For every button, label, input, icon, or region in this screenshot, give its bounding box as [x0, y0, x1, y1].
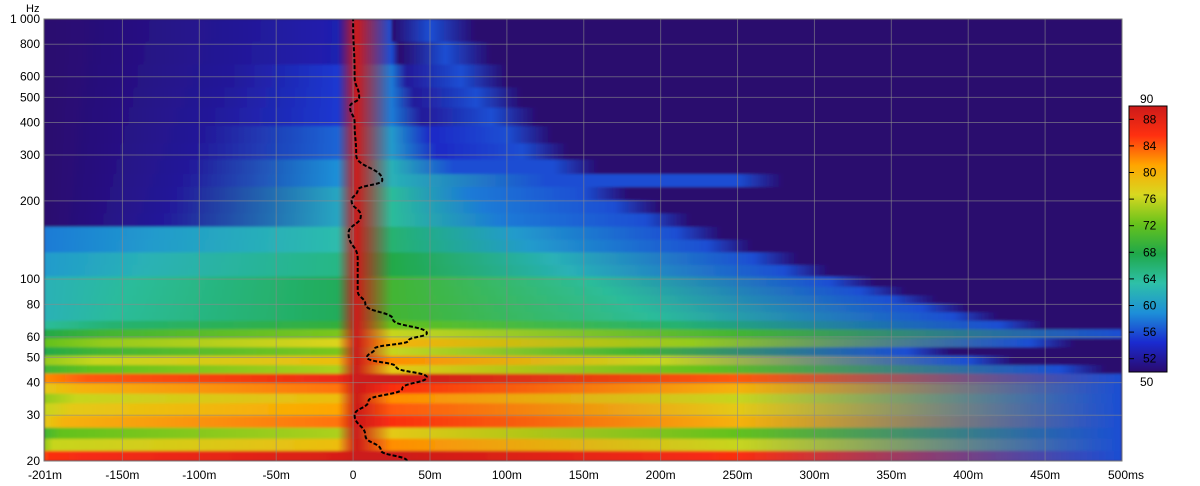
y-tick-label: 50 [27, 350, 41, 364]
y-tick-label: 30 [27, 408, 41, 422]
heatmap-band [44, 199, 1122, 214]
x-tick-label: 300m [799, 468, 829, 482]
colorbar-max-label: 90 [1140, 92, 1154, 106]
heatmap-band [44, 450, 1122, 461]
x-tick-label: 400m [953, 468, 983, 482]
heatmap-band [44, 393, 1122, 404]
x-tick-label: 50m [418, 468, 441, 482]
heatmap-band [44, 320, 1122, 330]
x-tick-label: -50m [263, 468, 290, 482]
plot-frame [43, 18, 1123, 462]
colorbar-tick-label: 76 [1143, 192, 1157, 206]
colorbar-tick-label: 72 [1143, 219, 1157, 233]
x-tick-label: 150m [569, 468, 599, 482]
x-tick-label: 100m [492, 468, 522, 482]
heatmap-band [44, 346, 1122, 356]
heatmap-band [44, 264, 1122, 277]
x-tick-label: 0 [350, 468, 357, 482]
x-tick-label: -150m [105, 468, 139, 482]
colorbar-tick-label: 68 [1143, 245, 1157, 259]
colorbar-tick-label: 52 [1143, 352, 1157, 366]
heatmap-band [44, 427, 1122, 439]
colorbar-tick-label: 80 [1143, 166, 1157, 180]
heatmap-band [44, 64, 1122, 88]
grid [44, 19, 1122, 461]
y-tick-label: 100 [20, 272, 40, 286]
heatmap-band [44, 382, 1122, 394]
y-tick-label: 60 [27, 330, 41, 344]
y-tick-label: 40 [27, 376, 41, 390]
y-tick-label: 200 [20, 194, 40, 208]
heatmap-band [44, 294, 1122, 304]
heatmap-band [44, 212, 1122, 227]
heatmap-band [44, 125, 1122, 144]
heatmap-layer [44, 19, 1122, 461]
colorbar-tick-label: 60 [1143, 299, 1157, 313]
colorbar-ticks: 52 56 60 64 68 72 76 80 84 88 [1129, 112, 1157, 366]
heatmap-band [44, 239, 1122, 253]
colorbar-tick-label: 84 [1143, 139, 1157, 153]
heatmap-band [44, 364, 1122, 374]
heatmap-band [44, 173, 1122, 187]
heatmap-band [44, 251, 1122, 266]
heatmap-band [44, 226, 1122, 240]
y-tick-label: 600 [20, 70, 40, 84]
colorbar-gradient [1128, 105, 1168, 373]
x-tick-label: 450m [1030, 468, 1060, 482]
heatmap-band [44, 41, 1122, 65]
heatmap-band [44, 311, 1122, 321]
colorbar: 90 52 56 60 64 68 72 76 80 84 88 50 [1128, 92, 1168, 389]
y-tick-label: 80 [27, 297, 41, 311]
x-tick-label: 250m [723, 468, 753, 482]
x-tick-label: 350m [876, 468, 906, 482]
heatmap-band [44, 159, 1122, 175]
heatmap-band [44, 402, 1122, 416]
heatmap-band [44, 438, 1122, 451]
y-tick-label: 300 [20, 148, 40, 162]
y-tick-label: 800 [20, 37, 40, 51]
heatmap-band [44, 303, 1122, 313]
x-tick-label: -100m [182, 468, 216, 482]
y-tick-label: 500 [20, 90, 40, 104]
heatmap-band [44, 107, 1122, 127]
heatmap-band [44, 142, 1122, 160]
colorbar-min-label: 50 [1140, 375, 1154, 389]
y-unit-label: Hz [26, 3, 39, 15]
heatmap-band [44, 275, 1122, 287]
x-tick-label: 200m [646, 468, 676, 482]
heatmap-band [44, 415, 1122, 428]
y-tick-label: 1 000 [10, 12, 40, 26]
y-axis: 20 30 40 50 60 80 100 200 300 400 500 600 800 1 000 [10, 12, 40, 468]
y-tick-label: 400 [20, 116, 40, 130]
x-tick-label: -201m [28, 468, 62, 482]
peak-time-curve [347, 19, 428, 461]
colorbar-tick-label: 64 [1143, 272, 1157, 286]
colorbar-tick-label: 56 [1143, 325, 1157, 339]
heatmap-band [44, 337, 1122, 348]
x-tick-label: 500ms [1108, 468, 1144, 482]
heatmap-band [44, 355, 1122, 366]
heatmap-band [44, 286, 1122, 296]
colorbar-tick-label: 88 [1143, 112, 1157, 126]
y-tick-label: 20 [27, 454, 41, 468]
heatmap-band [44, 19, 1122, 42]
heatmap-band [44, 328, 1122, 339]
heatmap-band [44, 373, 1122, 384]
heatmap-band [44, 186, 1122, 201]
x-axis: -201m -150m -100m -50m 0 50m 100m 150m 200m 250m 3… [28, 468, 1144, 482]
